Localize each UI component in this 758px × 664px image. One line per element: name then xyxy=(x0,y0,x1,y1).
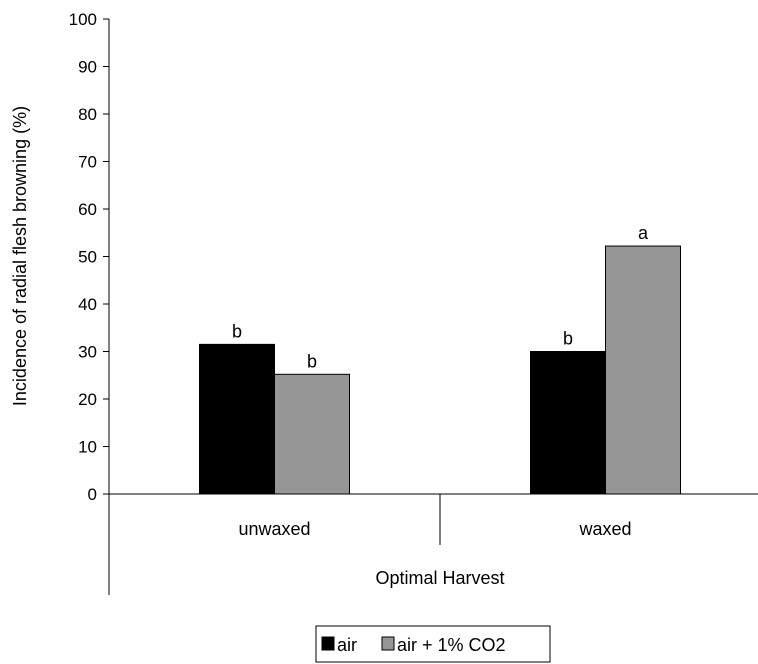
y-tick-label: 90 xyxy=(78,58,97,77)
y-tick-label: 80 xyxy=(78,105,97,124)
y-tick-label: 50 xyxy=(78,248,97,267)
legend-items: air air + 1% CO2 xyxy=(321,635,506,655)
y-axis-ticks: 0 10 20 30 40 50 60 70 80 90 100 xyxy=(69,10,109,504)
significance-letter: a xyxy=(638,223,649,243)
bars xyxy=(199,245,681,495)
y-tick-label: 70 xyxy=(78,153,97,172)
legend-swatch xyxy=(321,636,335,651)
y-tick-label: 0 xyxy=(88,485,97,504)
significance-letters: b b b a xyxy=(232,223,649,371)
bar-waxed-air xyxy=(530,351,606,495)
x-category-labels: unwaxed waxed xyxy=(238,519,631,539)
legend-box xyxy=(315,625,551,663)
legend-label: air xyxy=(337,635,357,655)
y-tick-label: 30 xyxy=(78,343,97,362)
x-category-label: waxed xyxy=(578,519,631,539)
bar-unwaxed-air-1-co2 xyxy=(274,373,350,495)
legend-swatch xyxy=(381,636,395,651)
bar-waxed-air-1-co2 xyxy=(605,245,681,495)
y-axis-title: Incidence of radial flesh browning (%) xyxy=(10,106,30,406)
x-axis-title: Optimal Harvest xyxy=(375,568,504,588)
bar-unwaxed-air xyxy=(199,343,275,495)
significance-letter: b xyxy=(232,321,242,341)
legend-label: air + 1% CO2 xyxy=(397,635,506,655)
y-tick-label: 100 xyxy=(69,10,97,29)
y-tick-label: 40 xyxy=(78,295,97,314)
y-tick-label: 20 xyxy=(78,390,97,409)
x-category-label: unwaxed xyxy=(238,519,310,539)
legend: air air + 1% CO2 xyxy=(315,625,551,663)
significance-letter: b xyxy=(563,329,573,349)
significance-letter: b xyxy=(307,351,317,371)
y-tick-label: 60 xyxy=(78,200,97,219)
y-tick-label: 10 xyxy=(78,438,97,457)
